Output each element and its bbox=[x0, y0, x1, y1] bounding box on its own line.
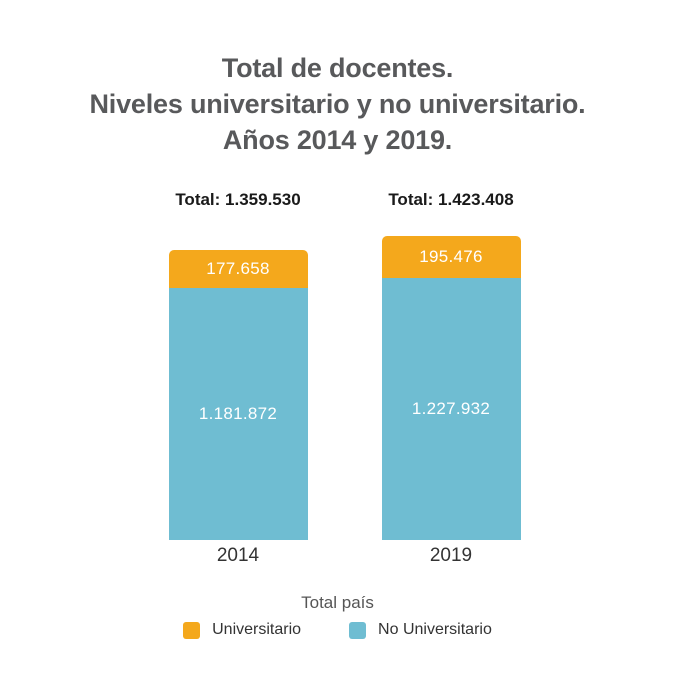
chart-title-line-3: Años 2014 y 2019. bbox=[222, 125, 453, 155]
chart-title: Total de docentes. Niveles universitario… bbox=[0, 50, 675, 158]
legend-item-no-universitario: No Universitario bbox=[349, 621, 492, 639]
bar-segment-universitario-2019: 195.476 bbox=[381, 236, 521, 278]
total-label-2014: Total: 1.359.530 bbox=[175, 190, 301, 209]
segment-value-label-universitario-2019: 195.476 bbox=[419, 247, 483, 266]
legend-title: Total país bbox=[301, 593, 374, 612]
legend: Total país Universitario No Universitari… bbox=[0, 593, 675, 639]
legend-swatch-no-universitario-icon bbox=[349, 621, 367, 639]
total-label-2019: Total: 1.423.408 bbox=[388, 190, 514, 209]
segment-value-label-universitario-2014: 177.658 bbox=[206, 259, 270, 278]
bar-2019: 195.476 1.227.932 bbox=[381, 236, 521, 540]
x-axis-label-2014: 2014 bbox=[216, 545, 260, 566]
bar-segment-no-universitario-2014: 1.181.872 bbox=[168, 288, 308, 540]
x-axis-label-2019: 2019 bbox=[429, 545, 473, 566]
totals-row: Total: 1.359.530 Total: 1.423.408 bbox=[7, 190, 675, 210]
legend-label-no-universitario: No Universitario bbox=[378, 621, 492, 638]
bar-segment-universitario-2014: 177.658 bbox=[168, 250, 308, 288]
segment-value-label-no-universitario-2019: 1.227.932 bbox=[411, 399, 491, 418]
legend-items: Universitario No Universitario bbox=[0, 621, 675, 639]
x-axis-labels: 2014 2019 bbox=[7, 545, 675, 567]
segment-value-label-no-universitario-2014: 1.181.872 bbox=[198, 404, 278, 423]
chart-title-line-2: Niveles universitario y no universitario… bbox=[89, 89, 586, 119]
legend-item-universitario: Universitario bbox=[183, 621, 301, 639]
plot-area: 177.658 1.181.872 195.476 1.227.932 bbox=[7, 236, 675, 540]
chart-title-line-1: Total de docentes. bbox=[221, 53, 454, 83]
stacked-bar-chart: Total: 1.359.530 Total: 1.423.408 177.65… bbox=[7, 190, 675, 567]
legend-label-universitario: Universitario bbox=[212, 621, 302, 638]
bar-segment-no-universitario-2019: 1.227.932 bbox=[381, 278, 521, 540]
bar-2014: 177.658 1.181.872 bbox=[168, 250, 308, 540]
legend-swatch-universitario-icon bbox=[183, 621, 201, 639]
